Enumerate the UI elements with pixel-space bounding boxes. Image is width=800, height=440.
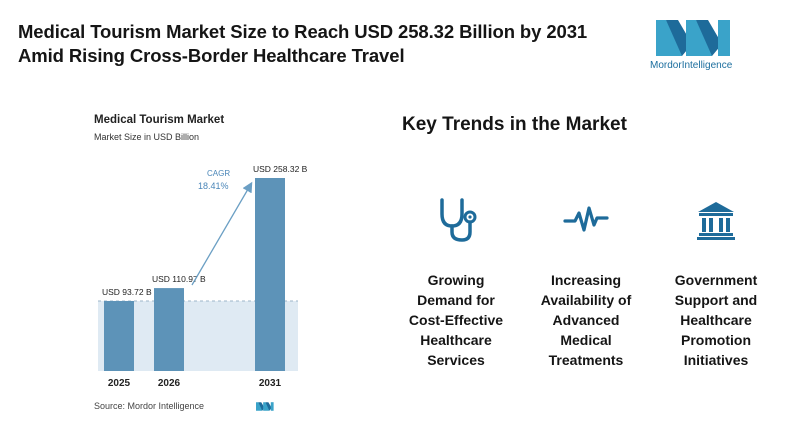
bar-2026 (154, 288, 184, 371)
data-label-2031: USD 258.32 B (253, 164, 308, 174)
data-label-2026: USD 110.97 B (152, 274, 206, 284)
stethoscope-icon (440, 198, 477, 242)
bar-2025 (104, 300, 134, 371)
data-label-2025: USD 93.72 B (102, 287, 152, 297)
bar-chart: USD 93.72 B 2025 USD 110.97 B 2026 USD 258.3… (98, 164, 308, 389)
mordor-logo-mark-icon (656, 20, 730, 56)
tick-label-2026: 2026 (158, 378, 181, 389)
cagr-value: 18.41% (198, 181, 229, 191)
headline-line-2: Amid Rising Cross-Border Healthcare Trav… (18, 45, 405, 66)
trend-label-advanced-treatments: Increasing Availability of Advanced Medi… (540, 272, 632, 368)
mordor-intelligence-logo: MordorIntelligence (650, 16, 750, 76)
headline-line-1: Medical Tourism Market Size to Reach USD… (18, 21, 588, 42)
trend-label-government-support: Government Support and Healthcare Promot… (674, 272, 758, 368)
logo-brand-1: Mordor (650, 60, 682, 71)
cagr-arrow (191, 181, 253, 286)
government-building-icon (697, 202, 735, 240)
chart-title: Medical Tourism Market (94, 114, 225, 126)
trend-label-cost-effective: Growing Demand for Cost-Effective Health… (408, 272, 504, 368)
trends-title: Key Trends in the Market (402, 114, 627, 135)
headline: Medical Tourism Market Size to Reach USD… (18, 20, 628, 68)
cagr-label: CAGR (207, 169, 230, 178)
tick-label-2031: 2031 (259, 378, 282, 389)
chart-source: Source: Mordor Intelligence (94, 401, 205, 411)
chart-subtitle: Market Size in USD Billion (94, 132, 200, 142)
bar-2031 (255, 178, 285, 371)
heartbeat-icon (563, 206, 609, 232)
logo-brand-2: Intelligence (681, 60, 733, 71)
tick-label-2025: 2025 (108, 378, 131, 389)
mini-logo-icon (256, 402, 274, 411)
